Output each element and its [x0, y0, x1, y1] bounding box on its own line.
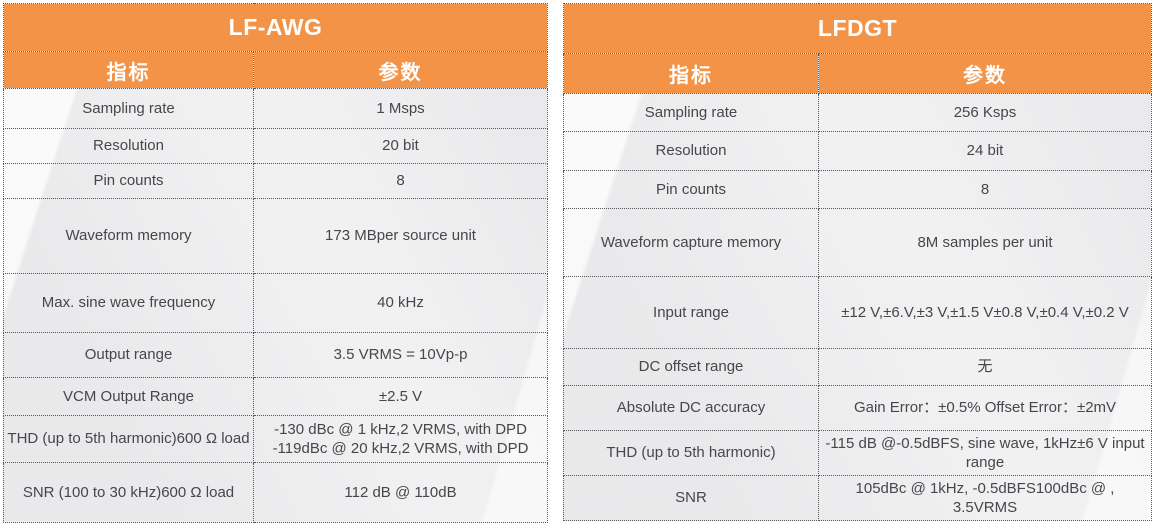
table-row: VCM Output Range ±2.5 V — [3, 377, 549, 416]
table-row: Sampling rate 256 Ksps — [563, 93, 1152, 132]
table-title: LF-AWG — [2, 3, 549, 52]
indicator-cell: Sampling rate — [563, 93, 819, 132]
table-row: Pin counts 8 — [563, 170, 1152, 209]
indicator-cell: SNR (100 to 30 kHz)600 Ω load — [3, 462, 254, 523]
value-cell: 105dBc @ 1kHz, -0.5dBFS100dBc @ , 3.5VRM… — [818, 475, 1152, 521]
value-cell: ±12 V,±6.V,±3 V,±1.5 V±0.8 V,±0.4 V,±0.2… — [818, 276, 1152, 349]
table-header-row: 指标 参数 — [3, 51, 549, 89]
value-cell: 8 — [818, 170, 1152, 209]
value-cell: 112 dB @ 110dB — [252, 462, 549, 523]
table-row: Waveform capture memory 8M samples per u… — [563, 208, 1152, 277]
value-cell: ±2.5 V — [252, 377, 549, 416]
table-row: Resolution 24 bit — [563, 131, 1152, 171]
spec-table-lfdgt: LFDGT 指标 参数 Sampling rate 256 Ksps Resol… — [563, 3, 1152, 521]
indicator-cell: Waveform capture memory — [563, 208, 819, 277]
value-cell: -130 dBc @ 1 kHz,2 VRMS, with DPD -119dB… — [252, 415, 549, 463]
column-header-indicator: 指标 — [3, 51, 254, 89]
table-row: Max. sine wave frequency 40 kHz — [3, 273, 549, 333]
table-row: Sampling rate 1 Msps — [3, 88, 549, 129]
table-row: Absolute DC accuracy Gain Error：±0.5% Of… — [563, 385, 1152, 431]
table-row: Waveform memory 173 MBper source unit — [3, 198, 549, 274]
table-row: DC offset range 无 — [563, 348, 1152, 386]
table-row: THD (up to 5th harmonic)600 Ω load -130 … — [3, 415, 549, 463]
spec-table-lf-awg: LF-AWG 指标 参数 Sampling rate 1 Msps Resolu… — [2, 3, 549, 523]
table-row: Input range ±12 V,±6.V,±3 V,±1.5 V±0.8 V… — [563, 276, 1152, 349]
indicator-cell: DC offset range — [563, 348, 819, 386]
indicator-cell: THD (up to 5th harmonic) — [563, 430, 819, 476]
value-cell: Gain Error：±0.5% Offset Error：±2mV — [818, 385, 1152, 431]
indicator-cell: Output range — [3, 332, 254, 378]
spec-table-lfdgt-container: LFDGT 指标 参数 Sampling rate 256 Ksps Resol… — [563, 3, 1152, 521]
value-cell: 173 MBper source unit — [252, 198, 549, 274]
table-row: Pin counts 8 — [3, 163, 549, 199]
indicator-cell: Absolute DC accuracy — [563, 385, 819, 431]
table-title-row: LFDGT — [563, 3, 1152, 54]
indicator-cell: VCM Output Range — [3, 377, 254, 416]
value-cell: 8M samples per unit — [818, 208, 1152, 277]
indicator-cell: THD (up to 5th harmonic)600 Ω load — [3, 415, 254, 463]
indicator-cell: Pin counts — [3, 163, 254, 199]
table-row: Output range 3.5 VRMS = 10Vp-p — [3, 332, 549, 378]
column-header-indicator: 指标 — [563, 53, 819, 94]
indicator-cell: Waveform memory — [3, 198, 254, 274]
value-cell: -115 dB @-0.5dBFS, sine wave, 1kHz±6 V i… — [818, 430, 1152, 476]
value-cell: 256 Ksps — [818, 93, 1152, 132]
value-cell: 8 — [252, 163, 549, 199]
value-cell: 40 kHz — [252, 273, 549, 333]
indicator-cell: Max. sine wave frequency — [3, 273, 254, 333]
spec-table-lf-awg-container: LF-AWG 指标 参数 Sampling rate 1 Msps Resolu… — [2, 3, 549, 523]
table-row: SNR 105dBc @ 1kHz, -0.5dBFS100dBc @ , 3.… — [563, 475, 1152, 521]
value-cell: 无 — [818, 348, 1152, 386]
table-title-row: LF-AWG — [2, 3, 549, 52]
value-cell: 20 bit — [252, 128, 549, 164]
indicator-cell: SNR — [563, 475, 819, 521]
table-row: SNR (100 to 30 kHz)600 Ω load 112 dB @ 1… — [3, 462, 549, 523]
column-header-parameter: 参数 — [818, 53, 1152, 94]
table-row: THD (up to 5th harmonic) -115 dB @-0.5dB… — [563, 430, 1152, 476]
value-cell: 3.5 VRMS = 10Vp-p — [252, 332, 549, 378]
table-title: LFDGT — [563, 3, 1152, 54]
table-header-row: 指标 参数 — [563, 53, 1152, 94]
indicator-cell: Pin counts — [563, 170, 819, 209]
value-cell: 24 bit — [818, 131, 1152, 171]
indicator-cell: Resolution — [3, 128, 254, 164]
table-row: Resolution 20 bit — [3, 128, 549, 164]
indicator-cell: Resolution — [563, 131, 819, 171]
value-cell: 1 Msps — [252, 88, 549, 129]
indicator-cell: Input range — [563, 276, 819, 349]
indicator-cell: Sampling rate — [3, 88, 254, 129]
column-header-parameter: 参数 — [252, 51, 549, 89]
